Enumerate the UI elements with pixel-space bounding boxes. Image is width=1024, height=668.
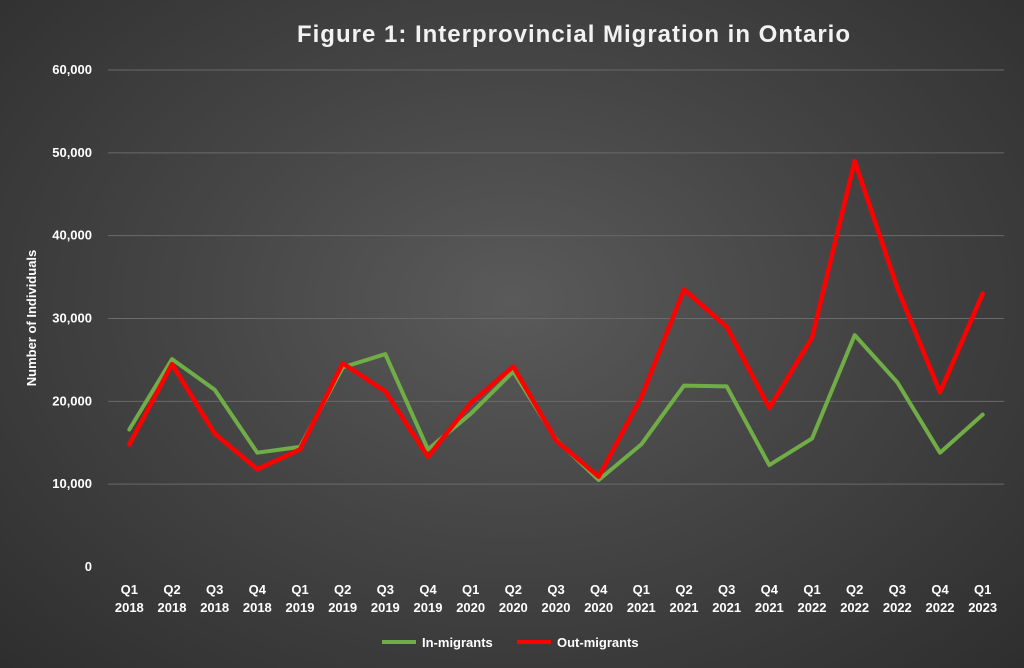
series-line-in-migrants	[127, 333, 985, 482]
x-tick-label: Q2 2018	[158, 582, 187, 615]
x-tick-quarter: Q1	[121, 582, 138, 597]
series-lines	[127, 158, 985, 482]
x-tick-year: 2020	[456, 600, 485, 615]
x-tick-quarter: Q1	[974, 582, 991, 597]
x-tick-label: Q1 2021	[627, 582, 656, 615]
x-tick-label: Q4 2022	[926, 582, 955, 615]
x-tick-year: 2021	[755, 600, 784, 615]
y-tick-label: 10,000	[52, 476, 92, 491]
y-axis-title: Number of Individuals	[24, 250, 39, 387]
x-tick-year: 2018	[200, 600, 229, 615]
x-tick-year: 2018	[243, 600, 272, 615]
x-tick-quarter: Q2	[334, 582, 351, 597]
x-tick-label: Q1 2018	[115, 582, 144, 615]
x-tick-quarter: Q4	[590, 582, 608, 597]
x-tick-year: 2020	[499, 600, 528, 615]
x-tick-label: Q3 2019	[371, 582, 400, 615]
y-tick-label: 20,000	[52, 393, 92, 408]
legend: In-migrants Out-migrants	[382, 635, 639, 650]
x-tick-label: Q4 2018	[243, 582, 272, 615]
x-tick-year: 2018	[115, 600, 144, 615]
x-tick-label: Q3 2022	[883, 582, 912, 615]
legend-label: In-migrants	[422, 635, 493, 650]
x-tick-year: 2019	[328, 600, 357, 615]
legend-item: In-migrants	[382, 635, 493, 650]
x-tick-label: Q1 2023	[968, 582, 997, 615]
x-tick-label: Q2 2019	[328, 582, 357, 615]
x-tick-label: Q2 2022	[840, 582, 869, 615]
x-tick-year: 2022	[798, 600, 827, 615]
y-axis: 0 10,000 20,000 30,000 40,000 50,000 60,000	[52, 62, 92, 574]
x-tick-label: Q4 2019	[414, 582, 443, 615]
y-tick-label: 60,000	[52, 62, 92, 77]
x-tick-quarter: Q4	[761, 582, 779, 597]
x-tick-year: 2021	[712, 600, 741, 615]
x-tick-label: Q1 2020	[456, 582, 485, 615]
x-tick-label: Q4 2020	[584, 582, 613, 615]
x-tick-quarter: Q2	[675, 582, 692, 597]
x-tick-year: 2021	[670, 600, 699, 615]
y-tick-label: 50,000	[52, 145, 92, 160]
x-tick-year: 2018	[158, 600, 187, 615]
x-tick-label: Q2 2021	[670, 582, 699, 615]
x-tick-label: Q3 2018	[200, 582, 229, 615]
x-tick-year: 2022	[883, 600, 912, 615]
x-tick-quarter: Q3	[377, 582, 394, 597]
x-tick-year: 2019	[414, 600, 443, 615]
x-tick-quarter: Q2	[505, 582, 522, 597]
x-tick-year: 2019	[286, 600, 315, 615]
x-tick-year: 2023	[968, 600, 997, 615]
x-tick-label: Q4 2021	[755, 582, 784, 615]
x-tick-year: 2019	[371, 600, 400, 615]
x-tick-quarter: Q1	[291, 582, 308, 597]
x-tick-quarter: Q3	[718, 582, 735, 597]
x-tick-quarter: Q1	[633, 582, 650, 597]
y-tick-label: 40,000	[52, 228, 92, 243]
x-tick-quarter: Q4	[249, 582, 267, 597]
x-tick-quarter: Q2	[163, 582, 180, 597]
x-tick-quarter: Q1	[803, 582, 820, 597]
x-tick-year: 2022	[926, 600, 955, 615]
x-tick-label: Q3 2021	[712, 582, 741, 615]
x-tick-label: Q3 2020	[542, 582, 571, 615]
x-tick-quarter: Q3	[889, 582, 906, 597]
y-tick-label: 0	[85, 559, 92, 574]
gridlines	[108, 69, 1004, 485]
x-tick-label: Q2 2020	[499, 582, 528, 615]
x-tick-year: 2020	[584, 600, 613, 615]
x-tick-quarter: Q4	[419, 582, 437, 597]
x-tick-label: Q1 2022	[798, 582, 827, 615]
x-tick-year: 2022	[840, 600, 869, 615]
x-tick-year: 2021	[627, 600, 656, 615]
x-tick-quarter: Q2	[846, 582, 863, 597]
x-tick-label: Q1 2019	[286, 582, 315, 615]
x-tick-quarter: Q1	[462, 582, 479, 597]
x-tick-quarter: Q3	[206, 582, 223, 597]
legend-item: Out-migrants	[517, 635, 639, 650]
x-tick-year: 2020	[542, 600, 571, 615]
series-line-out-migrants	[127, 158, 985, 479]
legend-label: Out-migrants	[557, 635, 639, 650]
x-tick-quarter: Q3	[547, 582, 564, 597]
x-tick-quarter: Q4	[931, 582, 949, 597]
chart-title: Figure 1: Interprovincial Migration in O…	[297, 21, 851, 48]
x-axis: Q1 2018 Q2 2018 Q3 2018 Q4 2018 Q1 2019 Q2 2019 Q3 20…	[115, 582, 997, 615]
y-tick-label: 30,000	[52, 311, 92, 326]
